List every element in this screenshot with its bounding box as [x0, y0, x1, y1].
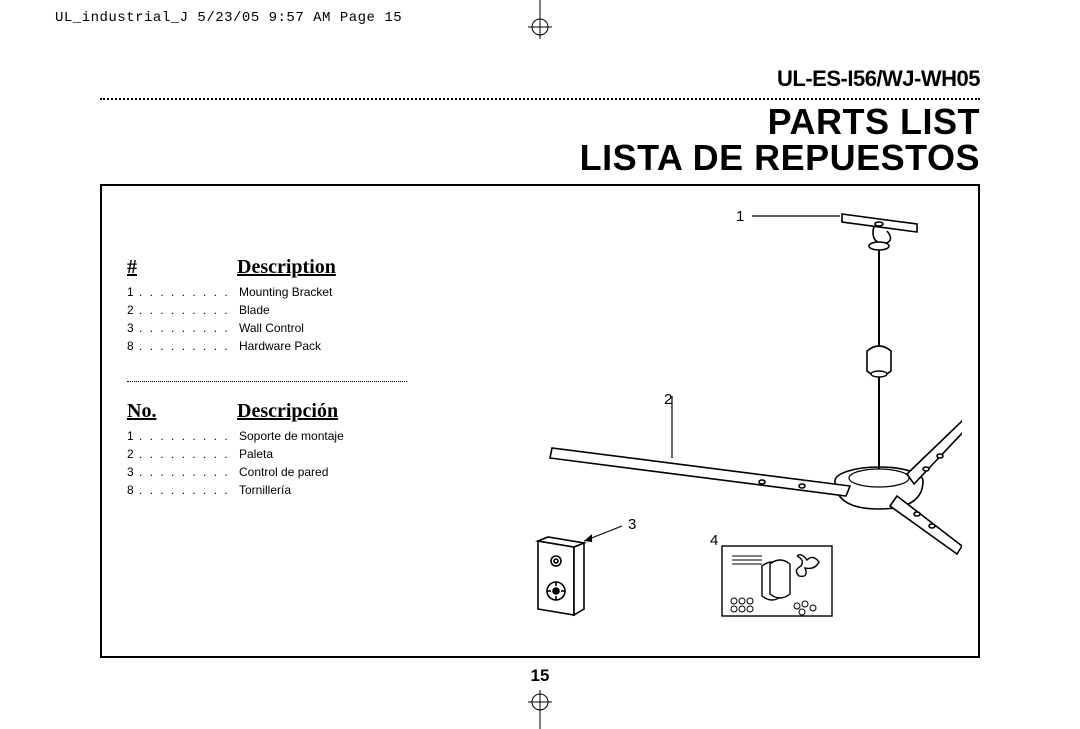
diagram-svg — [442, 196, 962, 646]
divider-top — [100, 98, 980, 100]
table-row: 1 . . . . . . . . . Mounting Bracket — [127, 283, 427, 301]
callout-1: 1 — [736, 208, 744, 225]
table-row: 8 . . . . . . . . . Tornillería — [127, 481, 427, 499]
table-header-en: # Description — [127, 256, 427, 279]
table-row: 2 . . . . . . . . . Blade — [127, 301, 427, 319]
content-frame: # Description 1 . . . . . . . . . Mounti… — [100, 184, 980, 658]
crop-mark-bottom — [510, 689, 570, 729]
title-english: PARTS LIST — [100, 104, 980, 140]
wall-control-icon — [538, 537, 584, 615]
model-number: UL-ES-I56/WJ-WH05 — [100, 66, 980, 92]
mounting-bracket-icon — [842, 214, 917, 244]
hardware-pack-icon — [722, 546, 832, 616]
callout-2: 2 — [664, 391, 672, 408]
table-row: 3 . . . . . . . . . Wall Control — [127, 319, 427, 337]
parts-diagram: 1 2 3 4 — [442, 196, 962, 646]
col-num-header: # — [127, 256, 237, 279]
page-number: 15 — [100, 666, 980, 686]
crop-mark-top — [510, 0, 570, 40]
callout-4: 4 — [710, 532, 718, 549]
col-desc-header: Description — [237, 256, 336, 279]
title-spanish: LISTA DE REPUESTOS — [100, 140, 980, 176]
table-row: 8 . . . . . . . . . Hardware Pack — [127, 337, 427, 355]
print-header: UL_industrial_J 5/23/05 9:57 AM Page 15 — [55, 10, 402, 26]
table-row: 3 . . . . . . . . . Control de pared — [127, 463, 427, 481]
page-content: UL-ES-I56/WJ-WH05 PARTS LIST LISTA DE RE… — [100, 66, 980, 686]
callout-3: 3 — [628, 516, 636, 533]
table-row: 1 . . . . . . . . . Soporte de montaje — [127, 427, 427, 445]
table-row: 2 . . . . . . . . . Paleta — [127, 445, 427, 463]
col-desc-header: Descripción — [237, 400, 338, 423]
table-header-es: No. Descripción — [127, 400, 427, 423]
col-num-header: No. — [127, 400, 237, 423]
parts-tables: # Description 1 . . . . . . . . . Mounti… — [127, 256, 427, 499]
table-separator — [127, 381, 407, 382]
